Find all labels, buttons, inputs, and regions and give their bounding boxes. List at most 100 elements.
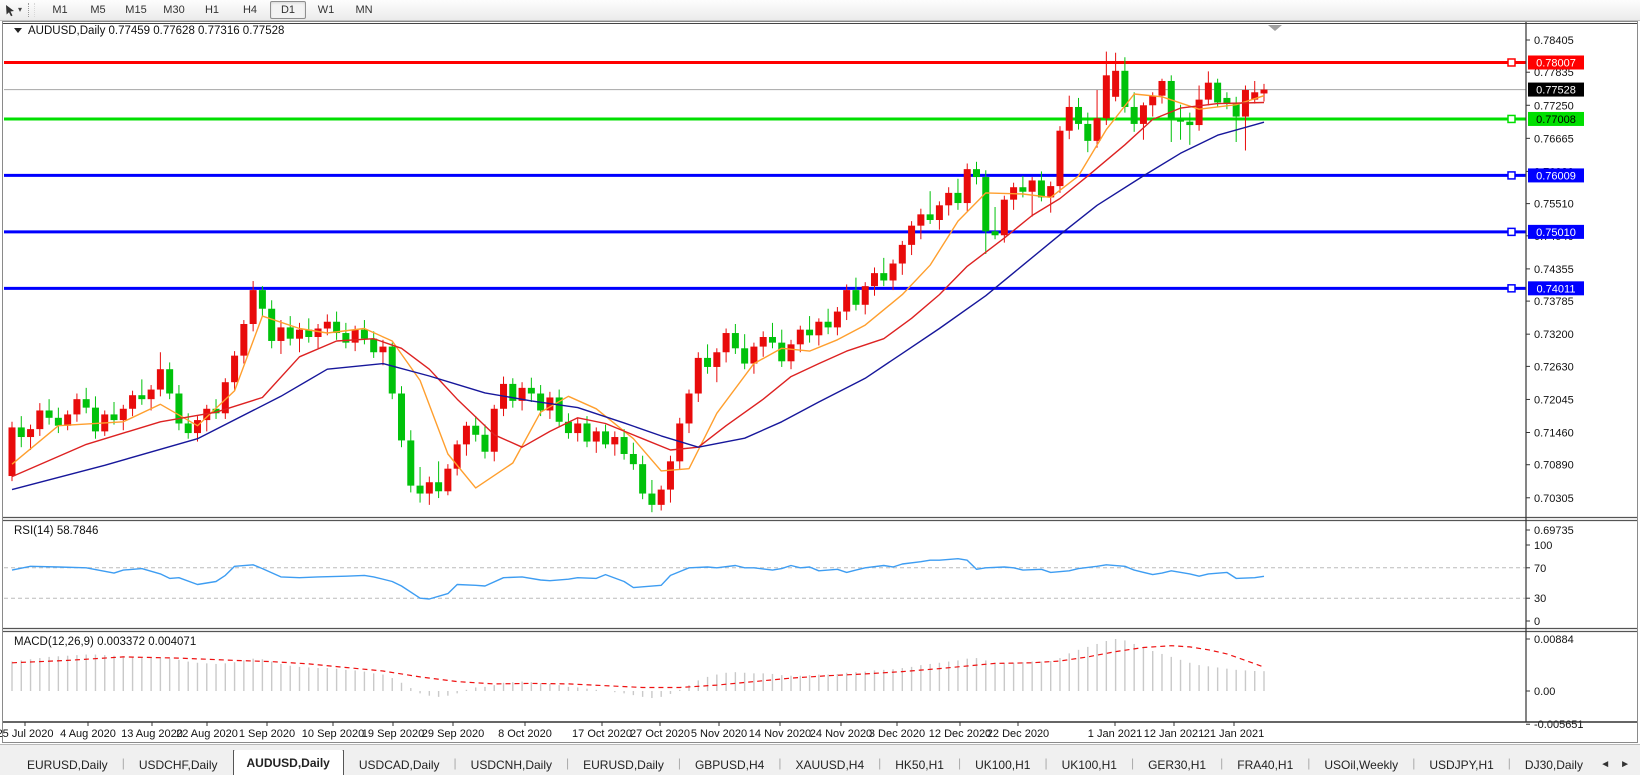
candle-body: [314, 328, 322, 337]
candle-body: [277, 327, 285, 341]
candle-body: [880, 273, 888, 281]
cursor-tool-button[interactable]: ▾: [0, 1, 26, 19]
chart-tab-fra40-h1[interactable]: FRA40,H1: [1237, 758, 1294, 772]
candle-body: [1102, 75, 1110, 119]
toolbar-grip-handle[interactable]: [28, 3, 35, 17]
chart-tab-uk100-h1[interactable]: UK100,H1: [975, 758, 1031, 772]
date-axis-label: 21 Jan 2021: [1204, 728, 1265, 740]
candle-body: [129, 395, 137, 409]
chart-tab-dj30-daily[interactable]: DJ30,Daily: [1524, 758, 1583, 772]
chart-tab-usdcnh-daily[interactable]: USDCNH,Daily: [470, 758, 553, 772]
date-axis-label: 29 Sep 2020: [422, 728, 484, 740]
level-line-handle[interactable]: [1507, 114, 1516, 124]
current-price-badge: [1528, 82, 1584, 97]
chart-tab-gbpusd-h4[interactable]: GBPUSD,H4: [694, 758, 765, 772]
candle-body: [1251, 92, 1259, 100]
chart-tab-usoil-weekly[interactable]: USOil,Weekly: [1324, 758, 1399, 772]
macd-indicator-label: MACD(12,26,9) 0.003372 0.004071: [14, 636, 196, 648]
date-axis-label: 12 Jan 2021: [1144, 728, 1205, 740]
timeframe-button-m30[interactable]: M30: [163, 4, 185, 16]
date-axis-label: 1 Jan 2021: [1088, 728, 1142, 740]
timeframe-button-m1[interactable]: M1: [52, 4, 68, 16]
timeframe-button-d1[interactable]: D1: [270, 1, 306, 19]
date-axis-label: 4 Aug 2020: [60, 728, 116, 740]
candle-body: [917, 214, 925, 226]
level-0.77008-badge: [1528, 111, 1584, 126]
price-axis-label: 0.77250: [1534, 100, 1574, 112]
level-line-handle[interactable]: [1507, 171, 1516, 180]
candle-body: [1056, 130, 1064, 187]
chart-tab-uk100-h1[interactable]: UK100,H1: [1061, 758, 1117, 772]
candle-body: [574, 423, 582, 434]
date-axis-label: 22 Dec 2020: [987, 728, 1049, 740]
date-axis-label: 25 Jul 2020: [0, 728, 53, 740]
candle-body: [1130, 106, 1138, 124]
candle-body: [351, 329, 359, 343]
candle-body: [1214, 82, 1222, 103]
price-axis-label: 0.76665: [1534, 133, 1574, 145]
candle-body: [768, 336, 776, 343]
tab-scroll-left-icon[interactable]: ◄: [1600, 759, 1611, 770]
candle-body: [231, 355, 239, 383]
candle-body: [175, 393, 183, 424]
date-axis-label: 24 Nov 2020: [810, 728, 872, 740]
candle-body: [1260, 89, 1268, 94]
chart-window-background: [0, 20, 1640, 745]
candle-body: [731, 333, 739, 349]
level-line-handle[interactable]: [1507, 227, 1516, 237]
cursor-tool-icon: [5, 4, 14, 16]
candle-body: [323, 321, 331, 329]
tab-separator: |: [1412, 756, 1416, 770]
chart-tab-hk50-h1[interactable]: HK50,H1: [895, 758, 944, 772]
candle-body: [193, 420, 201, 434]
candle-body: [249, 290, 257, 324]
candle-body: [1139, 105, 1147, 124]
macd-axis-label: 0.00: [1534, 686, 1555, 698]
current-price-badge-label: 0.77528: [1536, 85, 1576, 97]
chart-tab-ger30-h1[interactable]: GER30,H1: [1148, 758, 1207, 772]
candle-body: [425, 482, 433, 494]
chart-tab-eurusd-daily[interactable]: EURUSD,Daily: [27, 758, 108, 772]
candle-body: [991, 231, 999, 236]
timeframe-button-h4[interactable]: H4: [242, 4, 258, 16]
candle-body: [694, 357, 702, 394]
tab-scroll-right-icon[interactable]: ►: [1620, 759, 1630, 770]
date-axis-label: 27 Oct 2020: [630, 728, 690, 740]
candle-body: [620, 437, 628, 454]
chart-tab-usdchf-daily[interactable]: USDCHF,Daily: [138, 758, 218, 772]
rsi-line: [11, 558, 1265, 600]
candle-body: [45, 410, 53, 418]
timeframe-button-mn[interactable]: MN: [355, 4, 373, 16]
candle-body: [147, 389, 155, 400]
price-axis-label: 0.75510: [1534, 199, 1574, 211]
chart-tab-xauusd-h4[interactable]: XAUUSD,H4: [795, 758, 865, 772]
candle-body: [138, 395, 146, 400]
level-line-handle[interactable]: [1507, 284, 1516, 293]
chart-title-collapse-icon[interactable]: [14, 28, 22, 33]
chart-tab-usdcad-daily[interactable]: USDCAD,Daily: [358, 758, 440, 772]
candle-body: [453, 444, 461, 469]
candle-body: [342, 333, 350, 343]
candle-body: [481, 434, 489, 452]
timeframe-button-w1[interactable]: W1: [317, 4, 335, 16]
timeframe-button-m15[interactable]: M15: [125, 4, 147, 16]
tab-separator: |: [677, 756, 681, 770]
candle-body: [611, 437, 619, 445]
level-line-handle[interactable]: [1507, 58, 1516, 67]
chart-tab-audusd-daily[interactable]: AUDUSD,Daily: [232, 750, 344, 775]
candle-body: [398, 393, 406, 441]
candle-body: [54, 417, 62, 426]
candle-body: [666, 461, 674, 490]
timeframe-button-h1[interactable]: H1: [204, 4, 220, 16]
timeframe-button-m5[interactable]: M5: [90, 4, 106, 16]
candle-body: [370, 338, 378, 353]
chart-shift-marker[interactable]: [1268, 25, 1282, 31]
candle-body: [1093, 118, 1101, 141]
level-0.78007-badge: [1528, 55, 1584, 70]
chart-tab-usdjpy-h1[interactable]: USDJPY,H1: [1429, 758, 1494, 772]
macd-axis-label: 0.00884: [1534, 634, 1574, 646]
chart-tab-eurusd-daily[interactable]: EURUSD,Daily: [583, 758, 664, 772]
level-0.74011-badge-label: 0.74011: [1537, 283, 1576, 295]
candle-body: [17, 427, 25, 438]
